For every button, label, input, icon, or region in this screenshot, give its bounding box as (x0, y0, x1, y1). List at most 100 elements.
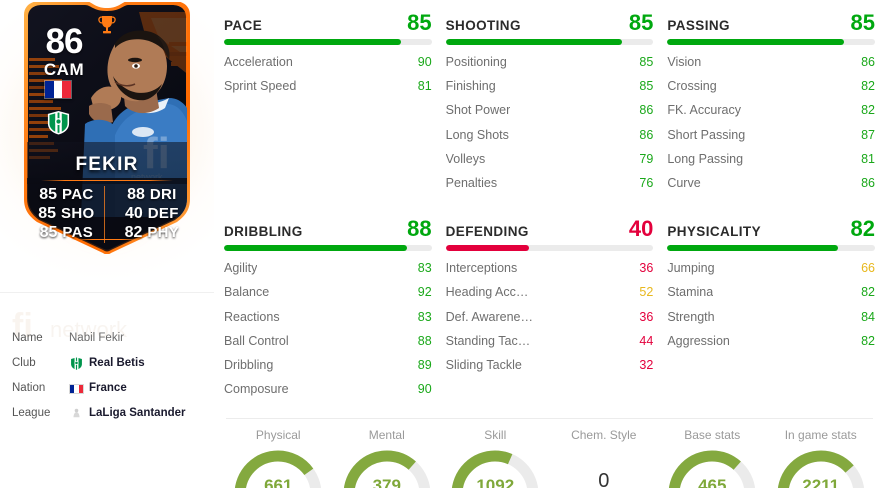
stat-item: Jumping 66 (667, 261, 875, 285)
summary-gauges: Physical 661 100 800 Mental (224, 419, 875, 488)
stats-grid-bottom: DRIBBLING 88 Agility 83 Balance 92 (224, 214, 875, 406)
stat-group-title: PASSING (667, 18, 730, 33)
stat-progress-fill (224, 245, 407, 252)
stat-group-defending: DEFENDING 40 Interceptions 36 Heading Ac… (445, 214, 654, 406)
stat-group-dribbling: DRIBBLING 88 Agility 83 Balance 92 (224, 214, 432, 406)
stat-item-list: Jumping 66 Stamina 82 Strength 84 Aggres… (667, 261, 875, 358)
info-value-wrap: Real Betis (69, 356, 145, 372)
stat-group-header: PACE 85 (224, 12, 432, 34)
info-row-league[interactable]: League LaLiga Santander (12, 406, 206, 422)
stat-group-header: PASSING 85 (667, 12, 875, 34)
gauge-arc: 379 (339, 446, 435, 488)
gauge-svg (452, 450, 539, 488)
gauge-base-stats: Base stats 465 100 600 (658, 428, 767, 488)
stat-item: Curve 86 (667, 176, 875, 200)
stat-group-header: DRIBBLING 88 (224, 218, 432, 240)
stat-item-list: Vision 86 Crossing 82 FK. Accuracy 82 Sh… (667, 55, 875, 200)
card-name-divider (41, 180, 173, 181)
stat-item-name: Aggression (667, 333, 730, 348)
stat-progress-fill (667, 245, 838, 252)
stat-item: Shot Power 86 (446, 103, 654, 127)
stat-item-value: 90 (417, 382, 432, 397)
player-card[interactable]: fi network (19, 2, 195, 254)
stat-item-name: Composure (224, 382, 289, 397)
info-value-wrap: LaLiga Santander (69, 406, 186, 422)
info-label: League (12, 407, 51, 419)
stat-item: Heading Acc… 52 (446, 285, 654, 309)
stat-item-name: Heading Acc… (445, 285, 529, 300)
card-stat-row: 85 SHO (33, 205, 96, 223)
stat-group-title: SHOOTING (445, 18, 521, 33)
gauge-mental: Mental 379 50 500 (333, 428, 442, 488)
stat-group-pace: PACE 85 Acceleration 90 Sprint Speed 81 (224, 8, 432, 200)
card-stat-row: 88 DRI (119, 186, 182, 204)
info-label: Nation (12, 382, 46, 394)
stat-item-name: Penalties (445, 175, 498, 190)
stat-group-total: 40 (628, 216, 654, 242)
gauge-value: 465 (698, 476, 727, 488)
gauge-title: In game stats (784, 428, 857, 443)
stat-item-value: 32 (639, 357, 654, 372)
card-bottom-divider (71, 239, 143, 240)
stat-item-value: 86 (639, 103, 654, 118)
gauge-title: Chem. Style (571, 428, 637, 443)
stat-item: Dribbling 89 (224, 358, 432, 382)
stat-item-value: 87 (861, 127, 875, 142)
stat-item-name: Reactions (224, 309, 280, 324)
gauge-title: Skill (484, 428, 507, 443)
info-row-nation[interactable]: Nation France (12, 381, 206, 397)
stat-item: Penalties 76 (446, 176, 654, 200)
stat-item: Standing Tac… 44 (446, 334, 654, 358)
stat-item: Vision 86 (667, 55, 875, 79)
stat-progress-fill (445, 245, 529, 252)
gauge-value: 1092 (476, 476, 515, 488)
stat-group-header: SHOOTING 85 (446, 12, 654, 34)
europa-league-trophy-icon (98, 16, 116, 34)
info-label: Name (12, 332, 43, 344)
stat-item: Reactions 83 (224, 310, 432, 334)
stat-item-value: 79 (639, 151, 654, 166)
stat-item-name: Crossing (667, 79, 717, 94)
stat-item-value: 36 (639, 261, 654, 276)
info-table: Name Nabil Fekir Club (12, 331, 206, 431)
stat-item-name: Stamina (667, 285, 714, 300)
card-stat-key: DRI (149, 186, 177, 203)
stat-item-value: 86 (639, 127, 654, 142)
club-name: Real Betis (89, 357, 145, 369)
stat-item: Sliding Tackle 32 (446, 358, 654, 382)
player-card-sidebar: fi network (0, 0, 214, 488)
stat-item-value: 81 (861, 151, 875, 166)
card-stat-value: 85 (39, 186, 58, 203)
stat-item-value: 44 (639, 333, 654, 348)
stat-item-name: Sprint Speed (224, 79, 297, 94)
stat-item-list: Acceleration 90 Sprint Speed 81 (224, 55, 432, 103)
stat-item-name: Finishing (445, 79, 496, 94)
stat-item-value: 36 (639, 309, 654, 324)
card-stage: fi network (0, 0, 214, 292)
card-stats-right: 88 DRI 40 DEF 82 PHY (105, 186, 182, 243)
stat-group-title: PHYSICALITY (667, 224, 761, 240)
card-stat-key: SHO (61, 205, 95, 222)
stat-group-total: 85 (628, 10, 654, 35)
stat-group-title: PACE (224, 18, 263, 33)
info-row-club[interactable]: Club Real Betis (12, 356, 206, 372)
stat-item-value: 82 (861, 333, 875, 348)
stat-item-name: Def. Awarene… (445, 309, 533, 324)
stat-group-total: 85 (407, 10, 432, 35)
card-rating-block: 86 CAM (35, 24, 93, 78)
stat-item-name: Balance (224, 285, 270, 300)
real-betis-crest-icon (70, 356, 83, 371)
nation-name: France (89, 382, 127, 394)
gauge-arc: 465 (664, 446, 760, 488)
stats-grid-top: PACE 85 Acceleration 90 Sprint Speed 81 (224, 8, 875, 200)
stat-item: Crossing 82 (667, 79, 875, 103)
gauge-title: Physical (255, 428, 301, 443)
stat-group-physicality: PHYSICALITY 82 Jumping 66 Stamina 82 (667, 214, 875, 406)
stat-item-name: Strength (667, 309, 715, 324)
card-stat-key: DEF (147, 205, 179, 222)
stats-main: PACE 85 Acceleration 90 Sprint Speed 81 (214, 0, 885, 488)
gauge-svg (777, 450, 864, 488)
stat-item-value: 82 (861, 79, 875, 94)
card-player-name: FEKIR (75, 154, 139, 175)
stat-item-name: Acceleration (224, 55, 293, 69)
